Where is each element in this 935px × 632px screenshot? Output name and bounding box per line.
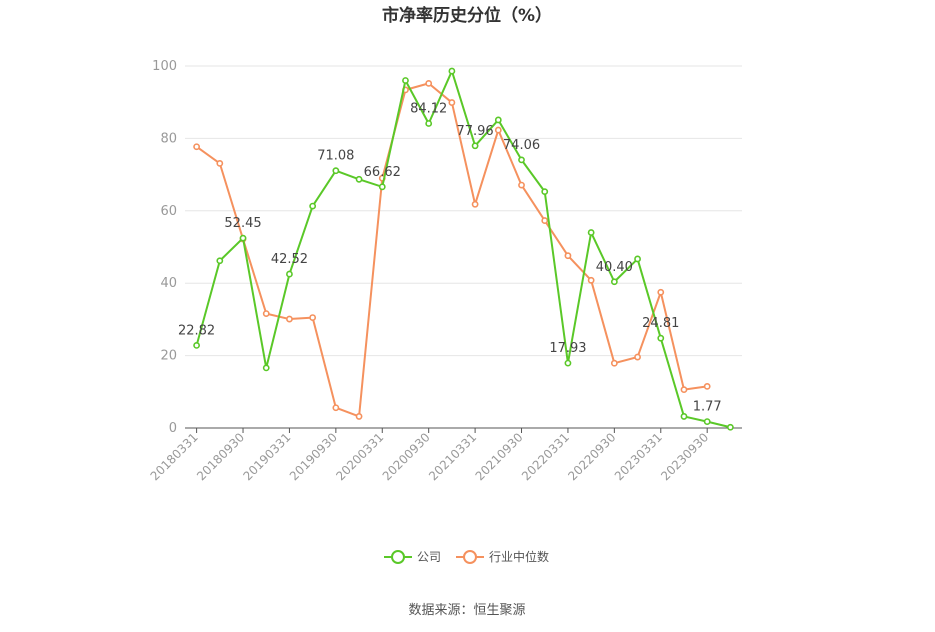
x-tick-label: 20210331: [426, 430, 479, 483]
data-point: [541, 188, 549, 196]
data-point: [587, 229, 595, 236]
data-point: [239, 234, 247, 242]
data-label: 71.08: [317, 149, 354, 164]
y-tick-label: 40: [160, 276, 177, 291]
data-point: [471, 142, 479, 150]
data-label: 24.81: [642, 316, 679, 331]
data-point: [448, 67, 456, 75]
x-tick-label: 20190930: [287, 430, 340, 483]
y-tick-label: 20: [160, 349, 177, 364]
data-point: [703, 382, 711, 390]
data-point: [541, 217, 549, 224]
data-point: [262, 310, 270, 318]
data-labels: 22.82 52.45 42.52 71.08 66.62 84.12 77.96 74.06…: [178, 101, 722, 414]
data-point: [216, 257, 224, 265]
y-tick-label: 80: [160, 131, 177, 146]
x-tick-label: 20210930: [473, 430, 526, 483]
data-point: [657, 334, 665, 342]
data-label: 17.93: [549, 341, 586, 356]
x-tick-label: 20200930: [380, 430, 433, 483]
series-line-0: [195, 70, 731, 429]
y-tick-label: 0: [169, 421, 177, 436]
legend-swatch-marker: [463, 550, 477, 564]
data-point: [518, 156, 525, 164]
data-point: [309, 202, 317, 210]
series-line-1: [196, 82, 708, 418]
data-label: 84.12: [410, 101, 447, 116]
data-point: [309, 314, 317, 321]
series-layer: [193, 67, 734, 431]
y-axis: 0 20 40 60 80 100: [152, 59, 177, 436]
data-point: [518, 181, 525, 189]
data-label: 40.40: [596, 260, 633, 275]
data-label: 66.62: [364, 165, 401, 180]
data-point: [610, 278, 618, 286]
data-point: [378, 183, 386, 191]
x-axis: 2018033120180930201903312019093020200331…: [148, 427, 742, 483]
data-point: [703, 418, 711, 425]
data-label: 74.06: [503, 138, 540, 153]
data-point: [610, 359, 618, 367]
data-point: [355, 413, 363, 420]
data-point: [193, 143, 201, 151]
data-label: 1.77: [693, 400, 722, 415]
data-label: 52.45: [224, 216, 261, 231]
chart-title: 市净率历史分位（%）: [382, 5, 552, 26]
x-tick-label: 20220331: [519, 430, 572, 483]
data-point: [587, 276, 595, 284]
data-point: [286, 270, 293, 278]
data-point: [726, 423, 734, 431]
legend-swatch-marker: [391, 550, 405, 564]
legend-label: 行业中位数: [489, 549, 549, 564]
legend-label: 公司: [417, 550, 441, 564]
data-point: [564, 359, 572, 367]
x-tick-label: 20230331: [612, 430, 665, 483]
data-point: [332, 404, 340, 412]
legend: 公司 行业中位数: [384, 549, 549, 564]
data-point: [448, 99, 456, 106]
data-point: [494, 126, 502, 134]
data-point: [286, 315, 293, 323]
x-tick-label: 20230930: [658, 430, 711, 483]
source-note: 数据来源：恒生聚源: [408, 603, 525, 618]
data-point: [355, 175, 363, 183]
x-tick-label: 20220930: [565, 430, 618, 483]
data-point: [216, 159, 224, 167]
data-point: [494, 116, 502, 124]
data-label: 42.52: [271, 252, 308, 267]
data-point: [471, 200, 479, 208]
x-tick-label: 20180930: [194, 430, 247, 483]
data-point: [680, 413, 688, 420]
data-point: [332, 167, 340, 175]
data-point: [425, 79, 433, 87]
x-tick-label: 20200331: [333, 430, 386, 483]
data-point: [657, 288, 665, 296]
y-tick-label: 100: [152, 59, 177, 74]
data-point: [680, 386, 688, 394]
data-point: [425, 120, 433, 127]
y-tick-label: 60: [160, 204, 177, 219]
data-point: [262, 364, 270, 372]
data-label: 77.96: [456, 124, 493, 139]
data-point: [634, 353, 641, 361]
x-tick-label: 20190331: [240, 430, 293, 483]
data-point: [402, 77, 409, 84]
data-label: 22.82: [178, 323, 215, 338]
grid-lines: [185, 65, 742, 357]
x-tick-label: 20180331: [148, 430, 201, 483]
data-point: [193, 341, 201, 349]
data-point: [634, 255, 641, 263]
data-point: [564, 252, 572, 260]
